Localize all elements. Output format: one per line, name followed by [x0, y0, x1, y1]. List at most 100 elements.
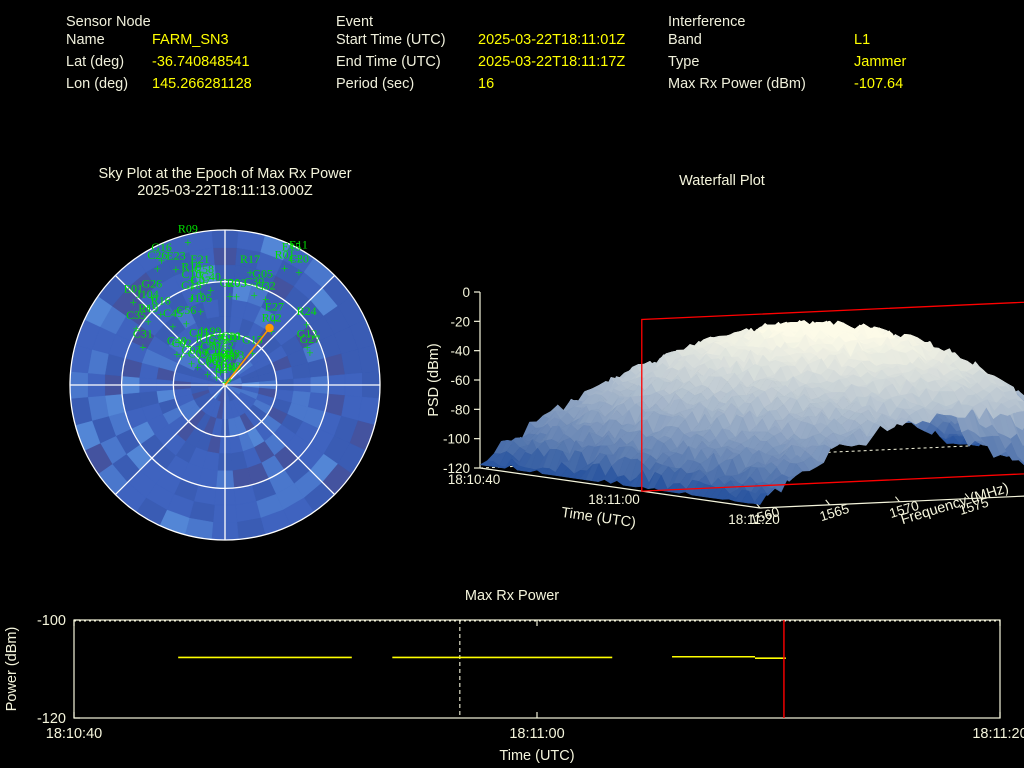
- svg-text:+: +: [217, 365, 224, 380]
- waterfall-time-tick: 18:11:00: [588, 492, 640, 507]
- svg-text:E01: E01: [124, 281, 143, 295]
- satellite-marker: C01+: [218, 330, 238, 358]
- svg-text:C16: C16: [207, 357, 227, 371]
- svg-text:C56: C56: [176, 303, 196, 317]
- svg-text:R15: R15: [195, 332, 215, 346]
- waterfall-z-tick: 0: [462, 285, 470, 300]
- waterfall-z-tick: -60: [450, 373, 470, 388]
- svg-text:G15: G15: [242, 332, 263, 346]
- sensor-lat-value: -36.740848541: [152, 54, 250, 70]
- svg-text:+: +: [144, 300, 151, 315]
- satellite-marker: G25+: [213, 336, 234, 364]
- waterfall-z-tick: -40: [450, 344, 470, 359]
- satellite-marker: C10+: [181, 267, 201, 295]
- svg-text:C35: C35: [126, 308, 146, 322]
- satellite-marker: C16+: [207, 357, 227, 385]
- svg-text:C09: C09: [188, 346, 208, 360]
- header-event: Event Start Time (UTC) 2025-03-22T18:11:…: [336, 14, 625, 96]
- satellite-marker: R18+: [181, 260, 201, 288]
- interference-band-value: L1: [854, 32, 871, 48]
- svg-text:+: +: [157, 306, 164, 321]
- svg-text:+: +: [188, 356, 195, 371]
- svg-text:R18: R18: [181, 260, 201, 274]
- svg-text:+: +: [139, 339, 146, 354]
- svg-text:+: +: [207, 282, 214, 297]
- satellite-marker: G26+: [142, 276, 163, 304]
- event-end-label: End Time (UTC): [336, 54, 441, 70]
- svg-text:J193: J193: [219, 359, 242, 373]
- waterfall-freq-axis: [759, 495, 1024, 509]
- svg-text:+: +: [206, 337, 213, 352]
- maxrx-frame: [73, 619, 1001, 719]
- waterfall-event-window: [641, 301, 1024, 492]
- satellite-marker: J104+: [136, 287, 159, 315]
- sensor-name-label: Name: [66, 32, 105, 48]
- svg-text:G25: G25: [213, 336, 234, 350]
- satellite-marker: C30+: [200, 339, 220, 367]
- waterfall-z-label: PSD (dBm): [426, 343, 442, 416]
- svg-text:+: +: [169, 319, 176, 334]
- svg-text:C30: C30: [200, 339, 220, 353]
- svg-text:C02: C02: [172, 336, 192, 350]
- sensor-lon-label: Lon (deg): [66, 76, 129, 92]
- maxrx-x-tick: 18:11:20: [972, 726, 1024, 742]
- satellite-marker: C05+: [189, 325, 209, 353]
- svg-text:+: +: [220, 362, 227, 377]
- satellite-marker: C31+: [133, 326, 153, 354]
- sensor-lat-label: Lat (deg): [66, 54, 125, 70]
- svg-text:E21: E21: [190, 252, 209, 266]
- satellite-marker: E11+: [289, 237, 308, 265]
- svg-text:G20: G20: [220, 275, 241, 289]
- svg-text:+: +: [259, 279, 266, 294]
- satellite-marker: G27+: [300, 332, 321, 360]
- satellite-marker: G16+: [151, 240, 172, 268]
- svg-text:R01: R01: [275, 248, 295, 262]
- event-end-value: 2025-03-22T18:11:17Z: [478, 54, 626, 70]
- svg-text:+: +: [288, 253, 295, 268]
- satellite-marker: C40+: [167, 334, 187, 362]
- svg-text:+: +: [224, 343, 231, 358]
- svg-text:C45: C45: [163, 306, 183, 320]
- waterfall-z-tick: -120: [443, 461, 470, 476]
- skyplot-title-line2: 2025-03-22T18:11:13.000Z: [137, 183, 313, 199]
- svg-text:R03: R03: [224, 348, 244, 362]
- satellite-marker: C32+: [256, 279, 276, 307]
- svg-text:+: +: [303, 339, 310, 354]
- svg-text:E27: E27: [265, 299, 284, 313]
- svg-text:C05: C05: [189, 325, 209, 339]
- max-rx-power-chart[interactable]: -100 -120 Power (dBm) 18:10:40 18:11:00 18:11…: [0, 585, 1024, 768]
- satellite-marker: C09+: [188, 346, 208, 374]
- svg-text:R24: R24: [297, 304, 317, 318]
- sky-plot[interactable]: C19+E33+C16+C13+C06+C08+C30+J196+C12+J19…: [62, 222, 388, 548]
- satellite-marker: E21+: [190, 252, 209, 280]
- svg-text:+: +: [295, 265, 302, 280]
- svg-text:+: +: [220, 349, 227, 364]
- svg-text:C32: C32: [256, 279, 276, 293]
- svg-text:C30: C30: [244, 274, 264, 288]
- satellite-marker: C06+: [198, 353, 218, 381]
- svg-text:+: +: [197, 286, 204, 301]
- satellite-marker: C13+: [207, 351, 227, 379]
- svg-text:C13: C13: [207, 351, 227, 365]
- svg-text:R16: R16: [151, 293, 171, 307]
- svg-text:C06: C06: [198, 353, 218, 367]
- satellite-marker: R16+: [151, 293, 171, 321]
- svg-text:G05: G05: [252, 266, 273, 280]
- svg-text:+: +: [226, 288, 233, 303]
- satellite-marker: R03+: [224, 348, 244, 376]
- max-rx-marker: [265, 323, 274, 333]
- svg-text:C10: C10: [221, 329, 241, 343]
- satellite-marker: C20+: [289, 252, 309, 280]
- sensor-node-title: Sensor Node: [66, 14, 151, 30]
- svg-text:+: +: [145, 314, 152, 329]
- waterfall-freq-tick: 1565: [818, 501, 851, 524]
- svg-text:+: +: [154, 261, 161, 276]
- waterfall-z-tick: -80: [450, 402, 470, 417]
- satellite-marker: R03+: [227, 276, 247, 304]
- svg-text:+: +: [306, 345, 313, 360]
- waterfall-plot[interactable]: 0 -20 -40 -60 -80 -100 -120 PSD (dBm) 18:10:40 18…: [420, 250, 1024, 550]
- svg-text:C26: C26: [147, 248, 167, 262]
- svg-text:G12: G12: [297, 326, 318, 340]
- svg-text:+: +: [202, 345, 209, 360]
- satellite-marker: R01+: [275, 248, 295, 276]
